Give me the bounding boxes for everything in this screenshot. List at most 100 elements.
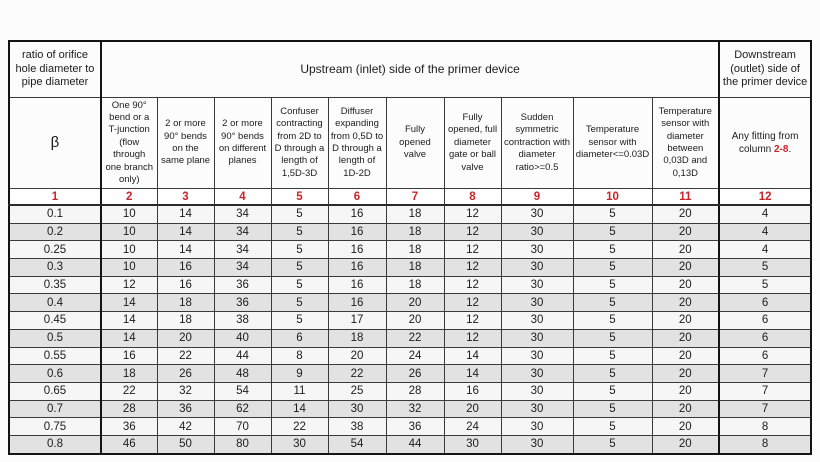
data-cell-col-9: 30 xyxy=(500,293,574,313)
column-number-11: 11 xyxy=(651,188,721,206)
data-cell-col-3: 22 xyxy=(156,346,215,366)
column-header-row: β One 90° bend or a T-junction (flow thr… xyxy=(8,97,812,189)
data-cell-col-4: 34 xyxy=(213,258,272,277)
column-header-2: One 90° bend or a T-junction (flow throu… xyxy=(100,97,158,189)
data-cell-col-6: 38 xyxy=(327,417,387,436)
data-cell-col-6: 30 xyxy=(327,399,387,419)
data-cell-col-10: 5 xyxy=(572,275,653,295)
column-number-6: 6 xyxy=(327,188,387,206)
data-cell-col-4: 36 xyxy=(213,293,272,313)
data-cell-col-6: 54 xyxy=(327,434,387,455)
data-cell-col-12: 7 xyxy=(718,399,812,419)
data-cell-col-9: 30 xyxy=(500,311,574,330)
data-cell-col-9: 30 xyxy=(500,204,574,224)
data-cell-col-10: 5 xyxy=(572,381,653,401)
data-cell-col-2: 36 xyxy=(100,417,158,436)
data-cell-col-8: 12 xyxy=(443,240,502,260)
table-row-beta-0.4: 0.4 14 18 36 5 16 20 12 30 5 20 6 xyxy=(8,293,812,313)
data-cell-col-7: 18 xyxy=(385,240,445,260)
data-cell-col-9: 30 xyxy=(500,417,574,436)
data-cell-col-2: 28 xyxy=(100,399,158,419)
data-cell-col-10: 5 xyxy=(572,311,653,330)
data-cell-col-3: 14 xyxy=(156,222,215,242)
table-row-beta-0.25: 0.25 10 14 34 5 16 18 12 30 5 20 4 xyxy=(8,240,812,260)
data-cell-col-3: 32 xyxy=(156,381,215,401)
data-cell-col-2: 22 xyxy=(100,381,158,401)
data-cell-col-3: 20 xyxy=(156,328,215,348)
data-cell-col-12: 4 xyxy=(718,204,812,224)
data-cell-col-11: 20 xyxy=(651,328,721,348)
data-cell-col-7: 18 xyxy=(385,275,445,295)
beta-cell: 0.45 xyxy=(8,311,102,330)
column-header-6: Diffuser expanding from 0,5D to D throug… xyxy=(327,97,387,189)
data-cell-col-4: 70 xyxy=(213,417,272,436)
data-cell-col-11: 20 xyxy=(651,346,721,366)
data-cell-col-7: 20 xyxy=(385,311,445,330)
data-cell-col-9: 30 xyxy=(500,381,574,401)
data-cell-col-8: 30 xyxy=(443,434,502,455)
data-cell-col-2: 14 xyxy=(100,293,158,313)
data-cell-col-12: 7 xyxy=(718,364,812,383)
data-cell-col-4: 40 xyxy=(213,328,272,348)
data-cell-col-5: 5 xyxy=(270,293,329,313)
data-cell-col-3: 18 xyxy=(156,311,215,330)
data-cell-col-4: 44 xyxy=(213,346,272,366)
data-cell-col-2: 12 xyxy=(100,275,158,295)
beta-cell: 0.5 xyxy=(8,328,102,348)
data-cell-col-11: 20 xyxy=(651,417,721,436)
column-number-2: 2 xyxy=(100,188,158,206)
column-header-11: Temperature sensor with diameter between… xyxy=(651,97,721,189)
data-cell-col-5: 22 xyxy=(270,417,329,436)
data-cell-col-11: 20 xyxy=(651,293,721,313)
data-cell-col-12: 5 xyxy=(718,275,812,295)
data-cell-col-11: 20 xyxy=(651,434,721,455)
data-cell-col-8: 14 xyxy=(443,346,502,366)
data-cell-col-2: 10 xyxy=(100,258,158,277)
data-cell-col-9: 30 xyxy=(500,346,574,366)
data-cell-col-3: 14 xyxy=(156,240,215,260)
data-cell-col-6: 22 xyxy=(327,364,387,383)
data-cell-col-12: 7 xyxy=(718,381,812,401)
data-cell-col-3: 26 xyxy=(156,364,215,383)
data-cell-col-3: 16 xyxy=(156,258,215,277)
upstream-header: Upstream (inlet) side of the primer devi… xyxy=(100,40,721,98)
data-cell-col-12: 6 xyxy=(718,293,812,313)
data-cell-col-7: 24 xyxy=(385,346,445,366)
data-cell-col-8: 24 xyxy=(443,417,502,436)
data-cell-col-9: 30 xyxy=(500,328,574,348)
beta-cell: 0.75 xyxy=(8,417,102,436)
table-row-beta-0.6: 0.6 18 26 48 9 22 26 14 30 5 20 7 xyxy=(8,364,812,383)
data-cell-col-7: 32 xyxy=(385,399,445,419)
data-cell-col-10: 5 xyxy=(572,417,653,436)
data-cell-col-5: 11 xyxy=(270,381,329,401)
column-number-8: 8 xyxy=(443,188,502,206)
data-cell-col-4: 38 xyxy=(213,311,272,330)
data-cell-col-6: 16 xyxy=(327,240,387,260)
data-cell-col-9: 30 xyxy=(500,240,574,260)
data-cell-col-4: 80 xyxy=(213,434,272,455)
data-cell-col-11: 20 xyxy=(651,381,721,401)
data-cell-col-12: 5 xyxy=(718,258,812,277)
table-row-beta-0.3: 0.3 10 16 34 5 16 18 12 30 5 20 5 xyxy=(8,258,812,277)
data-cell-col-6: 16 xyxy=(327,222,387,242)
data-cell-col-2: 10 xyxy=(100,240,158,260)
table-row-beta-0.65: 0.65 22 32 54 11 25 28 16 30 5 20 7 xyxy=(8,381,812,401)
column-header-3: 2 or more 90° bends on the same plane xyxy=(156,97,215,189)
column-number-1: 1 xyxy=(8,188,102,206)
data-cell-col-7: 20 xyxy=(385,293,445,313)
data-cell-col-11: 20 xyxy=(651,240,721,260)
table-row-beta-0.55: 0.55 16 22 44 8 20 24 14 30 5 20 6 xyxy=(8,346,812,366)
table-row-beta-0.75: 0.75 36 42 70 22 38 36 24 30 5 20 8 xyxy=(8,417,812,436)
column-number-9: 9 xyxy=(500,188,574,206)
data-cell-col-11: 20 xyxy=(651,399,721,419)
data-cell-col-6: 25 xyxy=(327,381,387,401)
data-cell-col-12: 4 xyxy=(718,222,812,242)
data-cell-col-4: 34 xyxy=(213,204,272,224)
data-cell-col-4: 54 xyxy=(213,381,272,401)
data-cell-col-3: 36 xyxy=(156,399,215,419)
column-number-row: 1 2 3 4 5 6 7 8 9 10 11 12 xyxy=(8,188,812,206)
column-header-4: 2 or more 90° bends on different planes xyxy=(213,97,272,189)
data-cell-col-7: 18 xyxy=(385,258,445,277)
data-cell-col-8: 12 xyxy=(443,311,502,330)
beta-cell: 0.65 xyxy=(8,381,102,401)
